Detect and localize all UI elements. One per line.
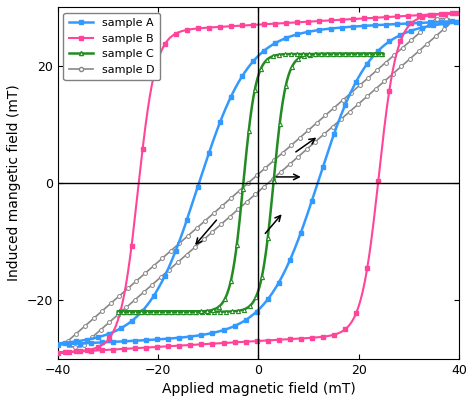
Legend: sample A, sample B, sample C, sample D: sample A, sample B, sample C, sample D [64,12,160,80]
X-axis label: Applied magnetic field (mT): Applied magnetic field (mT) [162,382,356,396]
Y-axis label: Induced mangetic field (mT): Induced mangetic field (mT) [7,84,21,281]
